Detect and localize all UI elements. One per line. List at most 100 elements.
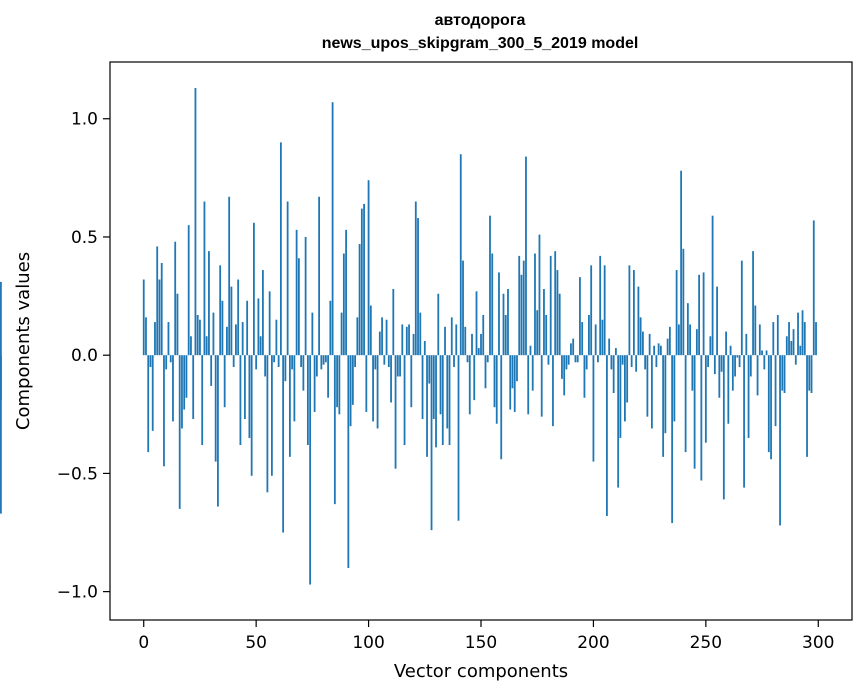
bar (372, 355, 374, 422)
bar (376, 355, 379, 429)
bar (522, 260, 525, 356)
bar (491, 253, 494, 356)
bar (520, 274, 523, 356)
bar (464, 326, 467, 356)
bar (279, 142, 282, 356)
bar (738, 355, 741, 368)
bar (617, 355, 620, 488)
bar (545, 314, 548, 356)
bar (754, 305, 757, 356)
bar (363, 203, 365, 356)
bar (736, 355, 739, 358)
bar (666, 338, 669, 356)
bar (250, 355, 253, 476)
bar (266, 355, 269, 493)
bar (767, 355, 770, 453)
y-tick-label: −0.5 (57, 464, 98, 484)
bar (572, 338, 575, 356)
bar (174, 241, 177, 356)
bar (268, 291, 271, 356)
x-tick-label: 250 (690, 633, 722, 653)
bar (392, 288, 395, 356)
bar (552, 355, 554, 427)
bar (378, 331, 381, 356)
bar (156, 246, 159, 356)
bar (311, 312, 314, 356)
bar (725, 331, 727, 356)
bar (450, 317, 453, 356)
bar (693, 355, 696, 469)
bar (282, 355, 285, 533)
bar (329, 300, 332, 356)
bar (477, 348, 480, 356)
bar (495, 355, 498, 424)
bar (261, 270, 264, 356)
bar (172, 355, 174, 422)
bar (0, 355, 2, 514)
bar (410, 355, 413, 408)
bar (763, 355, 766, 370)
bar (167, 322, 170, 356)
bar (309, 355, 312, 585)
bar (743, 355, 745, 488)
bar (354, 355, 356, 368)
bar (203, 201, 206, 356)
bar (673, 355, 676, 422)
bar (682, 248, 685, 356)
bar (0, 281, 2, 356)
bar (403, 355, 406, 446)
bar (700, 355, 703, 481)
bar (154, 322, 156, 356)
bar (419, 312, 422, 356)
bar (740, 260, 743, 356)
bar (630, 355, 633, 368)
bar (711, 215, 714, 356)
chart-title-line-2: news_upos_skipgram_300_5_2019 model (321, 35, 639, 52)
bar (635, 355, 638, 372)
bar (223, 355, 226, 408)
bar (369, 305, 372, 356)
bar (599, 255, 602, 356)
bar (259, 336, 262, 356)
bar (540, 355, 543, 417)
bar (455, 324, 458, 356)
bar (788, 322, 790, 356)
bar (720, 355, 723, 372)
bar (196, 314, 199, 356)
bar (790, 341, 793, 356)
x-tick-label: 300 (802, 633, 834, 653)
bar (185, 355, 188, 398)
bar (320, 355, 323, 370)
bar (239, 355, 242, 446)
bar (288, 355, 291, 457)
bar (423, 341, 426, 356)
bar (219, 265, 222, 356)
bar (169, 355, 172, 363)
bar (644, 355, 647, 370)
y-tick-label: 0.5 (71, 228, 98, 248)
bar (383, 355, 386, 365)
bar (187, 225, 190, 356)
bar (421, 355, 424, 420)
bar (765, 350, 768, 356)
bar (747, 355, 750, 438)
bar (531, 355, 534, 391)
bar (471, 333, 473, 356)
bar (300, 355, 303, 368)
bar (695, 329, 698, 356)
bar (145, 317, 147, 356)
bar (707, 355, 709, 368)
bar (664, 355, 667, 434)
bar (718, 355, 721, 398)
bar (221, 300, 224, 356)
bar (716, 286, 718, 356)
bar (444, 326, 446, 356)
bar (428, 355, 431, 384)
bar (668, 326, 671, 356)
bar (653, 345, 656, 356)
bar (484, 355, 487, 389)
bar (270, 355, 273, 476)
bar (190, 336, 192, 356)
bar (511, 355, 514, 389)
